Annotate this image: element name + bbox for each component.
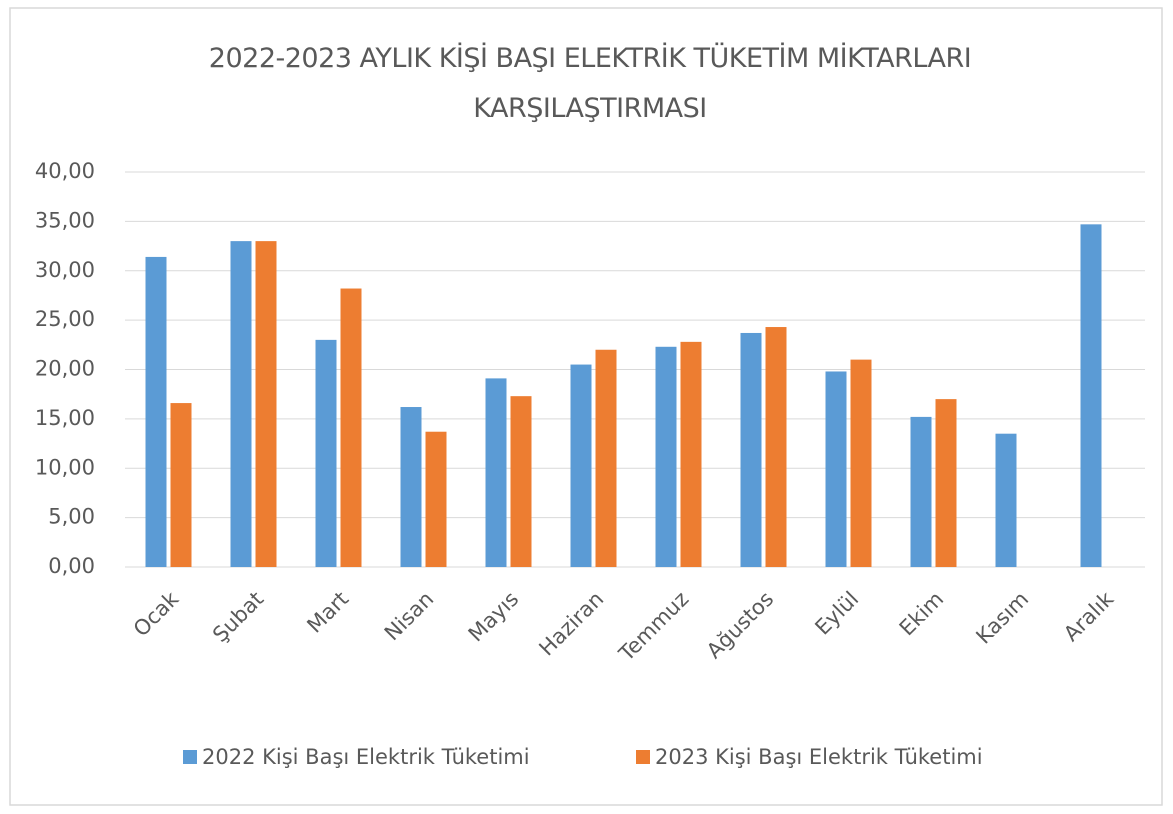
- y-tick-label: 0,00: [48, 554, 95, 578]
- y-tick-label: 25,00: [35, 307, 95, 331]
- bar: [655, 346, 677, 567]
- bar: [255, 241, 277, 567]
- bar: [825, 371, 847, 567]
- y-tick-label: 15,00: [35, 406, 95, 430]
- bar: [740, 332, 762, 567]
- bar: [145, 256, 167, 567]
- bar: [340, 288, 362, 567]
- bar: [595, 349, 617, 567]
- bar: [680, 341, 702, 567]
- chart-title: 2022-2023 AYLIK KİŞİ BAŞI ELEKTRİK TÜKET…: [208, 43, 972, 124]
- bar: [425, 431, 447, 567]
- legend-swatch: [636, 750, 650, 764]
- bar: [230, 241, 252, 567]
- y-tick-label: 10,00: [35, 455, 95, 479]
- y-tick-label: 40,00: [35, 159, 95, 183]
- y-tick-label: 30,00: [35, 258, 95, 282]
- bar: [935, 399, 957, 567]
- bar: [485, 378, 507, 567]
- bar: [850, 359, 872, 567]
- y-tick-label: 20,00: [35, 357, 95, 381]
- bar: [510, 396, 532, 567]
- bar: [400, 407, 422, 567]
- bar: [910, 416, 932, 567]
- bar: [570, 364, 592, 567]
- bar: [170, 403, 192, 567]
- legend-swatch: [183, 750, 197, 764]
- bar: [995, 433, 1017, 567]
- bar: [315, 339, 337, 567]
- bar: [765, 327, 787, 567]
- legend-label: 2023 Kişi Başı Elektrik Tüketimi: [655, 745, 983, 769]
- y-tick-label: 5,00: [48, 505, 95, 529]
- bar: [1080, 224, 1102, 567]
- legend-label: 2022 Kişi Başı Elektrik Tüketimi: [202, 745, 530, 769]
- y-tick-label: 35,00: [35, 208, 95, 232]
